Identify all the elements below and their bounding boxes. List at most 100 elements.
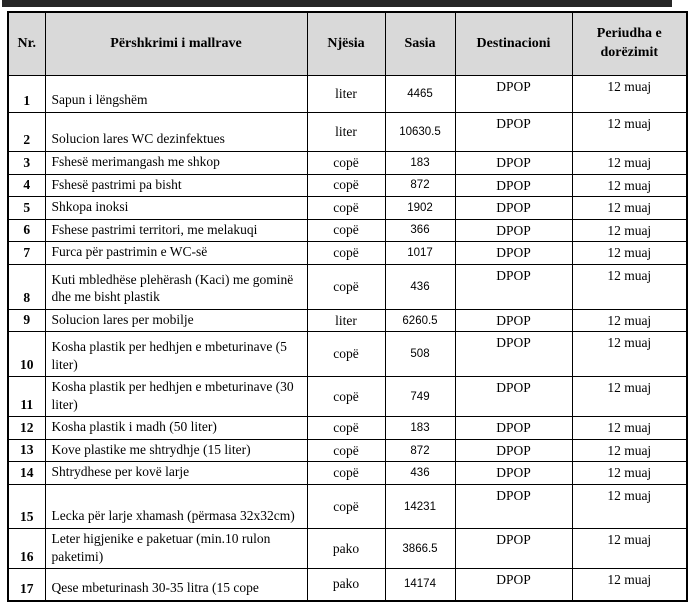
row-number-cell: 6: [7, 218, 46, 243]
table-body: 1 Sapun i lëngshëm liter 4465 DPOP 12 muaj 2 So…: [7, 75, 688, 602]
row-number-cell: 3: [7, 151, 46, 175]
table-header: Nr. Përshkrimi i mallrave Njësia Sasia D…: [7, 11, 688, 76]
table-row: 4 Fshesë pastrimi pa bisht copë 872 DPOP 12 m…: [7, 173, 688, 198]
description-cell: Fshesë pastrimi pa bisht: [44, 173, 308, 198]
destination-cell: DPOP: [454, 484, 573, 530]
row-number-cell: 17: [7, 568, 46, 602]
column-header-nr: Nr.: [7, 11, 46, 76]
table-row: 3 Fshesë merimangash me shkop copë 183 DPOP 1…: [7, 151, 688, 175]
unit-cell: copë: [306, 376, 386, 418]
destination-cell: DPOP: [454, 438, 573, 463]
description-cell: Lecka për larje xhamash (përmasa 32x32cm…: [44, 484, 308, 530]
quantity-cell: 14174: [384, 568, 456, 602]
table-row: 13 Kove plastike me shtrydhje (15 liter) c…: [7, 438, 688, 463]
period-cell: 12 muaj: [571, 241, 688, 265]
period-cell: 12 muaj: [571, 196, 688, 220]
destination-cell: DPOP: [454, 528, 573, 570]
row-number-cell: 16: [7, 528, 46, 570]
period-cell: 12 muaj: [571, 308, 688, 333]
row-number-cell: 14: [7, 461, 46, 486]
table-row: 12 Kosha plastik i madh (50 liter) copë 183…: [7, 416, 688, 440]
table-row: 9 Solucion lares per mobilje liter 6260.5 DP…: [7, 308, 688, 333]
quantity-cell: 6260.5: [384, 308, 456, 333]
quantity-cell: 508: [384, 331, 456, 378]
description-cell: Solucion lares per mobilje: [44, 308, 308, 333]
description-cell: Qese mbeturinash 30-35 litra (15 cope: [44, 568, 308, 602]
destination-cell: DPOP: [454, 218, 573, 243]
description-cell: Sapun i lëngshëm: [44, 75, 308, 113]
table-row: 5 Shkopa inoksi copë 1902 DPOP 12 muaj: [7, 196, 688, 220]
description-cell: Shkopa inoksi: [44, 196, 308, 220]
quantity-cell: 436: [384, 263, 456, 310]
period-cell: 12 muaj: [571, 461, 688, 486]
description-cell: Kuti mbledhëse plehërash (Kaci) me gomin…: [44, 263, 308, 310]
description-cell: Kosha plastik i madh (50 liter): [44, 416, 308, 440]
row-number-cell: 5: [7, 196, 46, 220]
period-cell: 12 muaj: [571, 331, 688, 378]
period-cell: 12 muaj: [571, 75, 688, 113]
destination-cell: DPOP: [454, 308, 573, 333]
goods-table: Nr. Përshkrimi i mallrave Njësia Sasia D…: [7, 11, 688, 602]
unit-cell: copë: [306, 416, 386, 440]
description-cell: Fshesë merimangash me shkop: [44, 151, 308, 175]
period-cell: 12 muaj: [571, 568, 688, 602]
unit-cell: copë: [306, 484, 386, 530]
destination-cell: DPOP: [454, 376, 573, 418]
quantity-cell: 1902: [384, 196, 456, 220]
quantity-cell: 3866.5: [384, 528, 456, 570]
column-header-destination: Destinacioni: [454, 11, 573, 76]
destination-cell: DPOP: [454, 173, 573, 198]
quantity-cell: 872: [384, 173, 456, 198]
description-cell: Fshese pastrimi territori, me melakuqi: [44, 218, 308, 243]
destination-cell: DPOP: [454, 196, 573, 220]
table-row: 11 Kosha plastik per hedhjen e mbeturinav…: [7, 376, 688, 418]
period-cell: 12 muaj: [571, 263, 688, 310]
quantity-cell: 436: [384, 461, 456, 486]
unit-cell: copë: [306, 173, 386, 198]
quantity-cell: 872: [384, 438, 456, 463]
unit-cell: copë: [306, 218, 386, 243]
row-number-cell: 13: [7, 438, 46, 463]
destination-cell: DPOP: [454, 461, 573, 486]
row-number-cell: 7: [7, 241, 46, 265]
unit-cell: pako: [306, 568, 386, 602]
description-cell: Solucion lares WC dezinfektues: [44, 112, 308, 152]
quantity-cell: 366: [384, 218, 456, 243]
period-cell: 12 muaj: [571, 112, 688, 152]
row-number-cell: 9: [7, 308, 46, 333]
table-row: 1 Sapun i lëngshëm liter 4465 DPOP 12 muaj: [7, 75, 688, 113]
period-cell: 12 muaj: [571, 528, 688, 570]
row-number-cell: 11: [7, 376, 46, 418]
unit-cell: copë: [306, 263, 386, 310]
column-header-description: Përshkrimi i mallrave: [44, 11, 308, 76]
period-cell: 12 muaj: [571, 416, 688, 440]
unit-cell: copë: [306, 331, 386, 378]
unit-cell: copë: [306, 196, 386, 220]
description-cell: Leter higjenike e paketuar (min.10 rulon…: [44, 528, 308, 570]
unit-cell: liter: [306, 308, 386, 333]
table-row: 2 Solucion lares WC dezinfektues liter 1063…: [7, 112, 688, 152]
period-cell: 12 muaj: [571, 376, 688, 418]
column-header-period: Periudha e dorëzimit: [571, 11, 688, 76]
description-cell: Kove plastike me shtrydhje (15 liter): [44, 438, 308, 463]
table-row: 8 Kuti mbledhëse plehërash (Kaci) me gomi…: [7, 263, 688, 310]
destination-cell: DPOP: [454, 263, 573, 310]
row-number-cell: 12: [7, 416, 46, 440]
table-row: 7 Furca për pastrimin e WC-së copë 1017 DPOP…: [7, 241, 688, 265]
column-header-quantity: Sasia: [384, 11, 456, 76]
table-row: 16 Leter higjenike e paketuar (min.10 rul…: [7, 528, 688, 570]
destination-cell: DPOP: [454, 75, 573, 113]
destination-cell: DPOP: [454, 331, 573, 378]
description-cell: Shtrydhese per kovë larje: [44, 461, 308, 486]
destination-cell: DPOP: [454, 112, 573, 152]
unit-cell: liter: [306, 112, 386, 152]
quantity-cell: 14231: [384, 484, 456, 530]
description-cell: Furca për pastrimin e WC-së: [44, 241, 308, 265]
quantity-cell: 749: [384, 376, 456, 418]
destination-cell: DPOP: [454, 151, 573, 175]
destination-cell: DPOP: [454, 568, 573, 602]
row-number-cell: 4: [7, 173, 46, 198]
unit-cell: pako: [306, 528, 386, 570]
period-cell: 12 muaj: [571, 484, 688, 530]
row-number-cell: 10: [7, 331, 46, 378]
